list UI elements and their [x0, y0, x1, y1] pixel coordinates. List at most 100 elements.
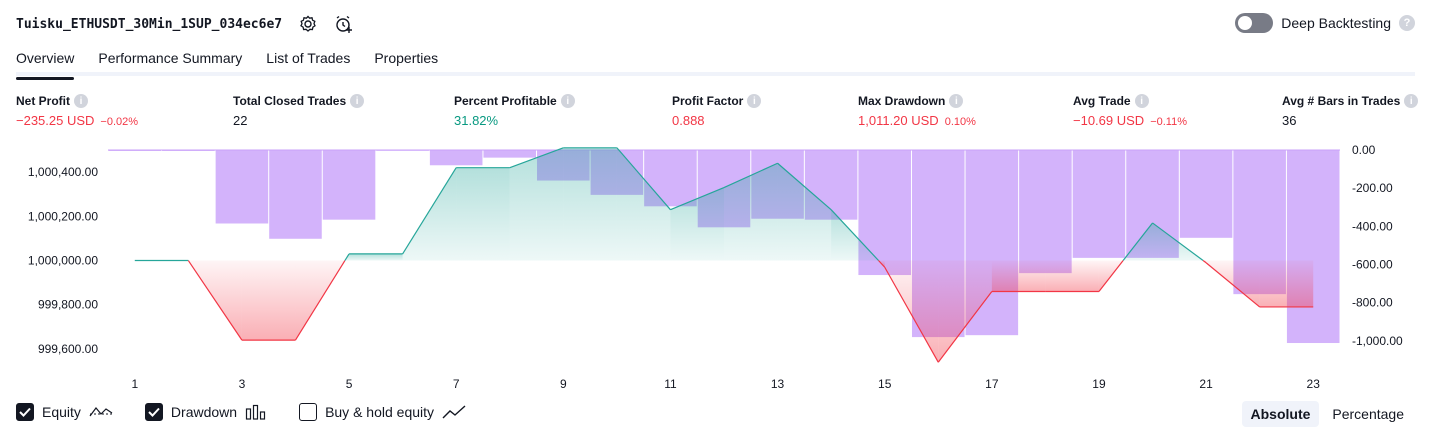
drawdown-bar	[429, 150, 483, 166]
tab-overview[interactable]: Overview	[16, 44, 75, 80]
equity-line-segment	[937, 291, 993, 363]
equity-area-positive	[563, 147, 617, 261]
tab-properties[interactable]: Properties	[374, 50, 439, 66]
info-icon[interactable]: i	[560, 94, 575, 108]
metric-label: Percent Profitable	[454, 94, 557, 108]
equity-area-positive	[777, 163, 832, 261]
metric-value: 31.82%	[454, 113, 499, 128]
strategy-title: Tuisku_ETHUSDT_30Min_1SUP_034ec6e7	[16, 16, 283, 32]
drawdown-bar	[1072, 150, 1126, 258]
drawdown-bar	[1179, 150, 1233, 238]
metric-max-drawdown: Max Drawdown i 1,011.20 USD 0.10%	[858, 94, 976, 128]
metric-avg-trade: Avg Trade i −10.69 USD −0.11%	[1073, 94, 1187, 128]
equity-area-negative	[241, 260, 296, 341]
add-alert-clock-icon[interactable]	[334, 14, 354, 34]
absolute-button[interactable]: Absolute	[1241, 401, 1320, 427]
right-axis-tick-label: -400.00	[1352, 219, 1393, 233]
equity-line-icon	[89, 404, 113, 420]
metric-percent: −0.11%	[1150, 116, 1187, 128]
equity-line-segment	[294, 260, 346, 341]
legend-equity[interactable]: Equity	[16, 403, 113, 421]
equity-area-positive	[349, 253, 403, 261]
chart-legend: Equity Drawdown Buy & hold equity	[16, 403, 498, 421]
equity-area-positive	[402, 167, 457, 261]
x-axis-tick-label: 21	[1199, 377, 1213, 391]
legend-drawdown-label: Drawdown	[170, 404, 238, 420]
settings-gear-icon[interactable]	[298, 14, 318, 34]
info-icon[interactable]: i	[74, 94, 88, 108]
right-axis-tick-label: -800.00	[1352, 296, 1393, 310]
strategy-header: Tuisku_ETHUSDT_30Min_1SUP_034ec6e7	[16, 12, 354, 36]
equity-line-segment	[187, 260, 243, 341]
percentage-button[interactable]: Percentage	[1332, 406, 1404, 422]
metric-value: −10.69 USD	[1073, 113, 1145, 128]
left-axis-tick-label: 999,800.00	[38, 298, 98, 312]
metric-value: 22	[233, 113, 248, 128]
deep-backtesting-toggle[interactable]	[1235, 13, 1274, 33]
buy-hold-checkbox[interactable]	[299, 403, 318, 421]
metric-net-profit: Net Profit i −235.25 USD −0.02%	[16, 94, 138, 128]
equity-line-segment	[509, 147, 564, 169]
metric-label: Avg # Bars in Trades	[1282, 94, 1401, 108]
equity-line-segment	[1205, 262, 1261, 308]
metric-percent: 0.10%	[944, 116, 976, 128]
metric-label: Avg Trade	[1073, 94, 1131, 108]
drawdown-checkbox[interactable]	[144, 403, 163, 421]
equity-line-segment	[884, 266, 939, 363]
drawdown-bar	[108, 150, 162, 151]
drawdown-bar	[376, 150, 429, 151]
x-axis-tick-label: 19	[1092, 377, 1106, 391]
left-axis-tick-label: 1,000,200.00	[28, 209, 98, 223]
info-icon[interactable]: i	[350, 94, 365, 108]
metrics-row: Net Profit i −235.25 USD −0.02% Total Clos…	[16, 94, 1419, 130]
legend-buy-hold-label: Buy & hold equity	[325, 404, 435, 420]
left-axis-tick-label: 1,000,400.00	[28, 165, 98, 179]
equity-line-segment	[1202, 260, 1207, 264]
right-axis-tick-label: -200.00	[1352, 181, 1393, 195]
drawdown-bar	[1286, 150, 1340, 344]
equity-drawdown-chart[interactable]: 1,000,400.00 1,000,200.00 1,000,000.00 999,…	[0, 140, 1431, 395]
x-axis-tick-label: 17	[985, 377, 999, 391]
metric-percent: −0.02%	[100, 116, 139, 128]
equity-area-negative	[884, 260, 939, 363]
info-icon[interactable]: i	[1404, 94, 1419, 108]
legend-buy-hold[interactable]: Buy & hold equity	[299, 403, 466, 421]
legend-equity-label: Equity	[42, 404, 81, 420]
equity-area-positive	[724, 163, 778, 261]
deep-backtesting-label: Deep Backtesting	[1281, 15, 1391, 31]
info-icon[interactable]: i	[747, 94, 762, 108]
metric-profit-factor: Profit Factor i 0.888	[672, 94, 762, 128]
drawdown-bar	[322, 150, 376, 220]
x-axis-tick-label: 11	[664, 377, 677, 391]
buyhold-line-icon	[442, 404, 466, 420]
drawdown-bar	[162, 150, 215, 151]
metric-label: Profit Factor	[672, 94, 744, 108]
metric-value: −235.25 USD	[16, 113, 95, 128]
right-axis-tick-label: -600.00	[1352, 258, 1393, 272]
tab-list-of-trades[interactable]: List of Trades	[266, 50, 351, 66]
equity-area-positive	[1152, 222, 1204, 261]
equity-line-segment	[830, 209, 879, 261]
metric-value: 36	[1282, 113, 1297, 128]
equity-line-segment	[616, 147, 671, 211]
info-icon[interactable]: i	[949, 94, 964, 108]
equity-line-segment	[723, 162, 778, 189]
equity-line-segment	[402, 167, 457, 255]
equity-area-positive	[670, 187, 724, 261]
equity-line-segment	[878, 260, 886, 268]
tab-performance-summary[interactable]: Performance Summary	[98, 50, 243, 66]
left-axis-tick-label: 1,000,000.00	[28, 254, 98, 268]
metric-total-closed-trades: Total Closed Trades i 22	[233, 94, 365, 128]
info-icon[interactable]: i	[1134, 94, 1149, 108]
metric-value: 1,011.20 USD	[858, 113, 939, 128]
drawdown-bars-icon	[245, 404, 267, 420]
equity-area-positive	[616, 147, 671, 261]
legend-drawdown[interactable]: Drawdown	[144, 403, 267, 421]
drawdown-bar	[269, 150, 322, 239]
equity-checkbox[interactable]	[16, 403, 34, 421]
left-axis-tick-label: 999,600.00	[38, 342, 98, 356]
equity-line-segment	[1098, 260, 1124, 292]
equity-area-negative	[991, 260, 1046, 292]
x-axis-tick-label: 9	[560, 377, 567, 391]
help-icon[interactable]: ?	[1399, 15, 1415, 31]
